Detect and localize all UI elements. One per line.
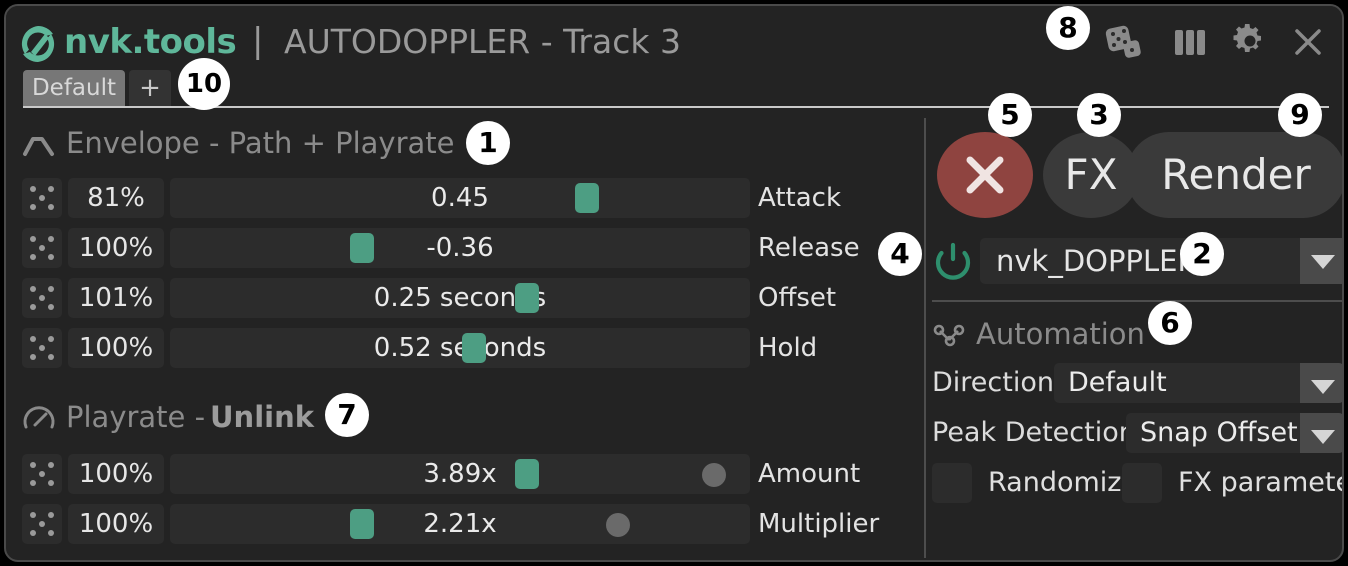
render-button[interactable]: Render bbox=[1126, 132, 1342, 218]
page-title: AUTODOPPLER - Track 3 bbox=[284, 22, 681, 61]
randomize-dice-icon[interactable] bbox=[22, 454, 62, 494]
table-row: 100% -0.36 Release bbox=[22, 228, 882, 268]
table-row: 81% 0.45 Attack bbox=[22, 178, 882, 218]
slider-track[interactable]: 2.21x bbox=[170, 504, 750, 544]
row-label: Release bbox=[758, 233, 860, 263]
slider-value: -0.36 bbox=[426, 233, 494, 263]
slider-track[interactable]: 0.25 seconds bbox=[170, 278, 750, 318]
nodes-icon bbox=[933, 324, 965, 347]
power-icon[interactable] bbox=[934, 242, 972, 280]
table-row: 100% 2.21x Multiplier bbox=[22, 504, 882, 544]
slider-thumb[interactable] bbox=[515, 283, 539, 313]
randomize-dice-icon[interactable] bbox=[22, 228, 62, 268]
close-icon[interactable] bbox=[1286, 20, 1330, 64]
gauge-icon bbox=[23, 406, 55, 429]
randomize-dice-icon[interactable] bbox=[22, 328, 62, 368]
right-panel: FX Render nvk_DOPPLER Automation Directi… bbox=[926, 110, 1342, 560]
nvk-logo-icon bbox=[21, 25, 55, 63]
title-bar: nvk.tools | AUTODOPPLER - Track 3 bbox=[6, 6, 1342, 70]
slider-knob[interactable] bbox=[702, 463, 726, 487]
slider-value: 0.25 seconds bbox=[373, 283, 547, 313]
callout-badge-4: 4 bbox=[878, 232, 922, 276]
callout-badge-3: 3 bbox=[1077, 93, 1121, 137]
envelope-section-title: Envelope - Path + Playrate bbox=[66, 126, 455, 160]
percent-field[interactable]: 100% bbox=[68, 328, 164, 368]
brand-label: nvk.tools bbox=[64, 22, 237, 62]
automation-section-title: Automation bbox=[976, 317, 1145, 351]
row-label: Attack bbox=[758, 183, 842, 213]
randomize-dice-icon[interactable] bbox=[22, 504, 62, 544]
slider-knob[interactable] bbox=[606, 513, 630, 537]
preset-dropdown[interactable]: nvk_DOPPLER bbox=[980, 238, 1342, 284]
add-tab-button[interactable]: + bbox=[129, 70, 171, 106]
slider-value: 3.89x bbox=[423, 459, 497, 489]
checkbox-row: Randomize FX parameters bbox=[932, 463, 1342, 503]
slider-value: 0.52 seconds bbox=[373, 333, 547, 363]
randomize-dice-icon[interactable] bbox=[22, 278, 62, 318]
callout-badge-10: 10 bbox=[178, 58, 230, 110]
horizontal-divider bbox=[932, 300, 1342, 302]
slider-thumb[interactable] bbox=[515, 459, 539, 489]
slider-track[interactable]: -0.36 bbox=[170, 228, 750, 268]
envelope-curve-icon bbox=[23, 137, 54, 156]
percent-field[interactable]: 100% bbox=[68, 504, 164, 544]
chevron-down-icon[interactable] bbox=[1300, 363, 1342, 403]
callout-badge-2: 2 bbox=[1180, 232, 1224, 276]
peak-detection-value: Snap Offset bbox=[1140, 417, 1298, 448]
table-row: 100% 3.89x Amount bbox=[22, 454, 882, 494]
row-label: Offset bbox=[758, 283, 837, 313]
row-label: Amount bbox=[758, 459, 861, 489]
percent-field[interactable]: 101% bbox=[68, 278, 164, 318]
callout-badge-6: 6 bbox=[1148, 301, 1192, 345]
slider-thumb[interactable] bbox=[462, 333, 486, 363]
slider-thumb[interactable] bbox=[350, 509, 374, 539]
peak-detection-dropdown[interactable]: Snap Offset bbox=[1126, 413, 1342, 453]
slider-thumb[interactable] bbox=[350, 233, 374, 263]
callout-badge-7: 7 bbox=[325, 393, 369, 437]
slider-track[interactable]: 3.89x bbox=[170, 454, 750, 494]
peak-detection-label: Peak Detection: bbox=[932, 417, 1145, 448]
percent-field[interactable]: 100% bbox=[68, 228, 164, 268]
tab-default[interactable]: Default bbox=[23, 70, 125, 106]
gear-icon[interactable] bbox=[1228, 20, 1272, 64]
callout-badge-1: 1 bbox=[466, 121, 510, 165]
fx-parameters-checkbox[interactable] bbox=[1122, 463, 1162, 503]
row-label: Multiplier bbox=[758, 509, 880, 539]
callout-badge-5: 5 bbox=[988, 93, 1032, 137]
direction-value: Default bbox=[1068, 367, 1167, 398]
table-row: 101% 0.25 seconds Offset bbox=[22, 278, 882, 318]
slider-value: 2.21x bbox=[423, 509, 497, 539]
table-row: 100% 0.52 seconds Hold bbox=[22, 328, 882, 368]
fx-parameters-label: FX parameters bbox=[1178, 467, 1342, 498]
slider-track[interactable]: 0.45 bbox=[170, 178, 750, 218]
dice-icon[interactable] bbox=[1102, 20, 1146, 64]
tab-underline bbox=[23, 106, 1329, 108]
preset-value: nvk_DOPPLER bbox=[996, 244, 1198, 278]
fx-button[interactable]: FX bbox=[1043, 132, 1139, 218]
percent-field[interactable]: 100% bbox=[68, 454, 164, 494]
chevron-down-icon[interactable] bbox=[1300, 238, 1342, 284]
chevron-down-icon[interactable] bbox=[1300, 413, 1342, 453]
title-separator: | bbox=[252, 21, 264, 61]
slider-value: 0.45 bbox=[431, 183, 489, 213]
randomize-label: Randomize bbox=[988, 467, 1139, 498]
left-panel: Envelope - Path + Playrate 81% 0.45 Atta… bbox=[6, 110, 924, 560]
slider-track[interactable]: 0.52 seconds bbox=[170, 328, 750, 368]
direction-dropdown[interactable]: Default bbox=[1054, 363, 1342, 403]
row-label: Hold bbox=[758, 333, 818, 363]
playrate-section-title: Playrate - bbox=[66, 400, 206, 434]
randomize-dice-icon[interactable] bbox=[22, 178, 62, 218]
close-plugin-button[interactable] bbox=[937, 132, 1033, 218]
direction-label: Direction: bbox=[932, 367, 1064, 398]
columns-icon[interactable] bbox=[1168, 20, 1212, 64]
callout-badge-9: 9 bbox=[1278, 93, 1322, 137]
percent-field[interactable]: 81% bbox=[68, 178, 164, 218]
unlink-button[interactable]: Unlink bbox=[210, 400, 315, 434]
randomize-checkbox[interactable] bbox=[932, 463, 972, 503]
callout-badge-8: 8 bbox=[1046, 6, 1090, 50]
vertical-divider bbox=[924, 118, 926, 558]
slider-thumb[interactable] bbox=[575, 183, 599, 213]
